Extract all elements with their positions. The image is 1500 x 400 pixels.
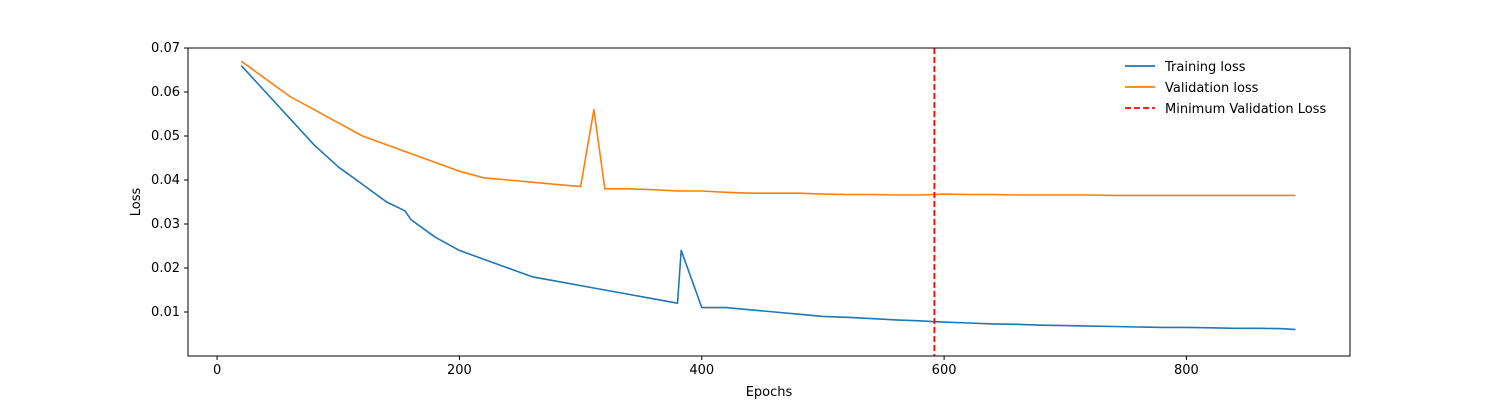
y-axis-label: Loss xyxy=(129,188,144,217)
validation-loss-line xyxy=(240,60,1296,197)
x-axis-label: Epochs xyxy=(746,385,793,400)
x-tick-label: 600 xyxy=(932,363,957,378)
x-tick-label: 400 xyxy=(689,363,714,378)
y-tick-label: 0.07 xyxy=(151,41,180,56)
legend-label-minimum-validation-loss: Minimum Validation Loss xyxy=(1165,102,1326,117)
series-layer xyxy=(240,48,1296,356)
x-tick-label: 800 xyxy=(1174,363,1199,378)
y-tick-label: 0.06 xyxy=(151,85,180,100)
y-axis: 0.01 0.02 0.03 0.04 0.05 0.06 0.07 xyxy=(151,41,188,320)
x-tick-label: 200 xyxy=(447,363,472,378)
plot-frame xyxy=(187,47,1351,357)
y-tick-label: 0.02 xyxy=(151,261,180,276)
y-tick-label: 0.04 xyxy=(151,173,180,188)
x-tick-label: 0 xyxy=(213,363,221,378)
y-tick-label: 0.01 xyxy=(151,305,180,320)
y-tick-label: 0.03 xyxy=(151,217,180,232)
legend-label-validation-loss: Validation loss xyxy=(1165,81,1259,96)
x-axis: 0 200 400 600 800 xyxy=(213,356,1199,378)
legend: Training loss Validation loss Minimum Vali… xyxy=(1125,60,1326,117)
training-loss-line xyxy=(240,65,1296,331)
legend-label-training-loss: Training loss xyxy=(1164,60,1246,75)
y-tick-label: 0.05 xyxy=(151,129,180,144)
